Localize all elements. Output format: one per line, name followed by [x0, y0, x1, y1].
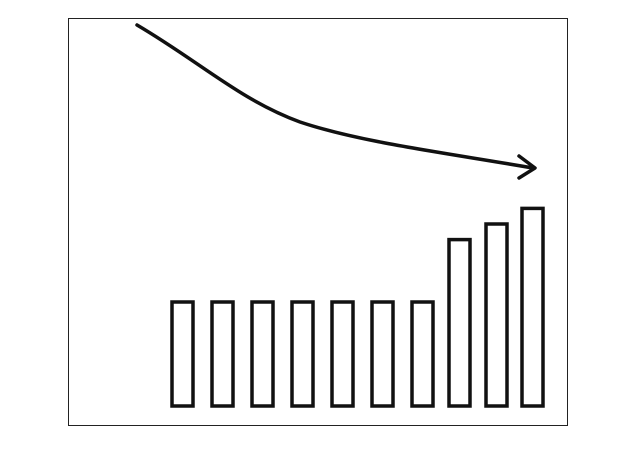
bar-10: [520, 206, 545, 408]
bar-5: [330, 300, 355, 408]
bar-1: [170, 300, 195, 408]
bar-6: [370, 300, 395, 408]
bars-group: [170, 206, 545, 408]
arrow-head-icon: [517, 154, 537, 180]
bar-2: [210, 300, 235, 408]
bar-9: [484, 222, 509, 408]
bar-3: [250, 300, 275, 408]
bar-4: [290, 300, 315, 408]
diagram-frame: [68, 18, 568, 426]
downward-trend-arrow: [135, 23, 535, 170]
bar-7: [410, 300, 435, 408]
bar-8: [447, 237, 472, 408]
